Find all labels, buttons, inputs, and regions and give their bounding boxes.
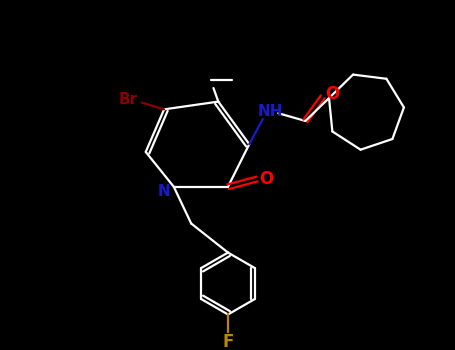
Text: N: N xyxy=(158,184,171,199)
Text: O: O xyxy=(259,170,274,188)
Text: F: F xyxy=(222,332,234,350)
Text: O: O xyxy=(325,85,339,103)
Text: Br: Br xyxy=(119,92,138,107)
Text: NH: NH xyxy=(258,104,283,119)
